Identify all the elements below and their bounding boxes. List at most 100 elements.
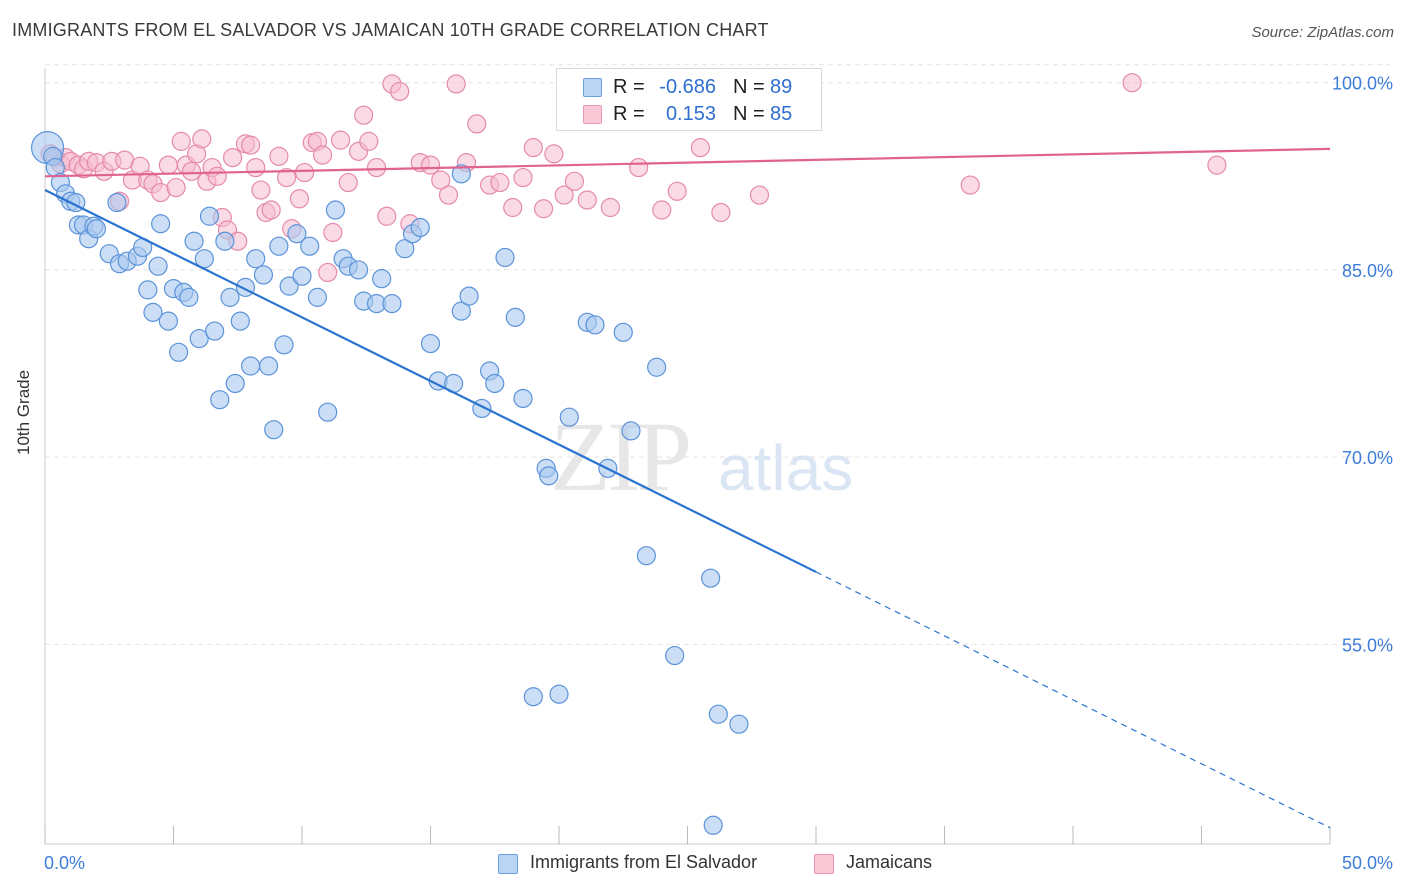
el-salvador-point — [318, 402, 338, 422]
jamaicans-trend-line — [44, 147, 1331, 178]
el-salvador-point — [225, 373, 245, 394]
el-salvador-point — [148, 256, 168, 276]
r-value: -0.686 — [659, 76, 716, 98]
el-salvador-point — [143, 302, 163, 322]
jamaicans-point — [390, 81, 410, 102]
el-salvador-point — [279, 276, 299, 296]
watermark-atlas: atlas — [718, 432, 853, 504]
jamaicans-point — [1122, 73, 1142, 93]
jamaicans-point — [294, 162, 315, 183]
x-tick-label: 50.0% — [1342, 853, 1393, 873]
n-label: N = — [733, 103, 765, 125]
el-salvador-point — [220, 287, 240, 307]
n-value: 85 — [770, 103, 793, 125]
el-salvador-point — [505, 307, 525, 327]
series-el-salvador — [30, 131, 749, 835]
watermark: ZIP atlas — [550, 401, 853, 512]
jamaicans-point — [312, 145, 333, 165]
blue-swatch — [583, 78, 602, 97]
el-salvador-point — [292, 266, 312, 286]
r-label: R = — [613, 76, 645, 98]
n-label: N = — [733, 76, 765, 98]
jamaicans-point — [960, 175, 980, 195]
el-salvador-point — [210, 390, 230, 410]
el-salvador-point — [325, 200, 346, 220]
el-salvador-point — [300, 236, 320, 256]
y-tick-label: 70.0% — [1342, 448, 1393, 468]
jamaicans-point — [438, 185, 459, 205]
el-salvador-point — [253, 265, 274, 285]
jamaicans-point — [446, 74, 466, 94]
jamaicans-point — [181, 161, 202, 181]
jamaicans-point — [158, 155, 178, 175]
stats-row-el-salvador: R = -0.686 N = 89 — [557, 73, 821, 101]
jamaicans-point — [276, 167, 297, 188]
jamaicans-point — [667, 181, 687, 201]
el-salvador-point — [420, 333, 441, 354]
el-salvador-point — [665, 645, 685, 666]
jamaicans-point — [711, 202, 731, 223]
el-salvador-point — [158, 311, 178, 331]
jamaicans-point — [600, 197, 621, 218]
jamaicans-point — [467, 114, 487, 134]
x-tick-label: 0.0% — [44, 853, 85, 873]
el-salvador-point — [523, 687, 543, 707]
el-salvador-point — [451, 301, 471, 321]
el-salvador-point — [241, 356, 261, 376]
el-salvador-point — [585, 315, 605, 335]
jamaicans-point — [261, 200, 281, 220]
jamaicans-point — [690, 138, 710, 158]
r-value: 0.153 — [665, 103, 716, 125]
el-salvador-point — [179, 287, 199, 307]
jamaicans-point — [431, 170, 451, 190]
jamaicans-point — [330, 130, 351, 150]
el-salvador-point — [701, 568, 721, 588]
el-salvador-point — [729, 714, 749, 734]
el-salvador-point — [274, 335, 294, 355]
jamaicans-point — [251, 180, 271, 200]
jamaicans-point — [533, 199, 554, 219]
el-salvador-trend-line — [44, 189, 817, 573]
el-salvador-point — [703, 815, 723, 835]
y-axis-label: 10th Grade — [14, 369, 33, 455]
jamaicans-point — [289, 189, 310, 209]
trend-lines — [44, 147, 1331, 829]
jamaicans-point — [652, 200, 672, 220]
el-salvador-point — [708, 704, 728, 724]
el-salvador-point — [559, 407, 579, 427]
jamaicans-point — [564, 171, 585, 191]
y-tick-label: 55.0% — [1342, 635, 1393, 655]
jamaicans-point — [377, 206, 397, 226]
el-salvador-point — [138, 280, 158, 300]
el-salvador-point — [539, 466, 559, 486]
el-salvador-point — [485, 373, 505, 394]
el-salvador-point — [372, 269, 392, 289]
el-salvador-point — [459, 286, 479, 306]
el-salvador-point — [269, 236, 289, 256]
jamaicans-point — [490, 172, 510, 193]
el-salvador-point — [194, 249, 214, 269]
jamaicans-point — [338, 172, 358, 193]
el-salvador-point — [205, 321, 225, 341]
jamaicans-point — [192, 129, 212, 149]
jamaicans-point — [359, 131, 379, 151]
r-label: R = — [613, 103, 645, 125]
el-salvador-point — [513, 388, 533, 409]
jamaicans-point — [166, 177, 186, 198]
el-salvador-point — [382, 294, 402, 314]
el-salvador-point — [549, 684, 569, 704]
el-salvador-point — [451, 164, 471, 184]
jamaicans-point — [246, 157, 266, 178]
el-salvador-point — [348, 260, 369, 280]
jamaicans-point — [354, 105, 374, 125]
chart-title: IMMIGRANTS FROM EL SALVADOR VS JAMAICAN … — [12, 20, 769, 40]
el-salvador-point — [215, 231, 235, 251]
jamaicans-point — [223, 148, 243, 168]
jamaicans-point — [420, 155, 441, 175]
legend-blue-swatch — [498, 854, 518, 874]
axis-layer — [44, 68, 1331, 845]
jamaicans-point — [554, 185, 574, 205]
el-salvador-point — [395, 239, 415, 259]
legend-label: Immigrants from El Salvador — [530, 852, 758, 872]
